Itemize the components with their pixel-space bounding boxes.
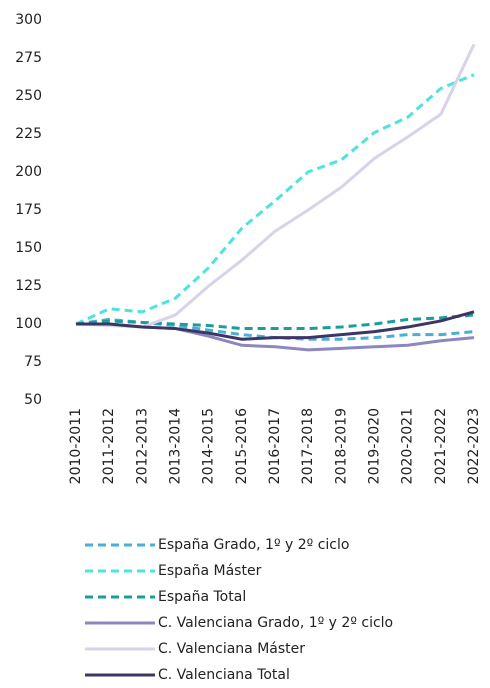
y-tick-label: 175 <box>15 202 42 218</box>
x-tick-label: 2012-2013 <box>134 408 150 484</box>
x-tick-label: 2020-2021 <box>400 408 416 484</box>
x-tick-label: 2021-2022 <box>433 408 449 484</box>
x-tick-label: 2018-2019 <box>333 408 349 484</box>
legend-label: España Grado, 1º y 2º ciclo <box>158 537 349 553</box>
legend-label: España Máster <box>158 563 262 579</box>
series-line <box>75 43 476 329</box>
y-tick-label: 250 <box>15 88 42 104</box>
series-line <box>75 73 475 326</box>
y-tick-label: 125 <box>15 278 42 294</box>
y-tick-label: 100 <box>15 316 42 332</box>
legend-label: España Total <box>158 589 246 605</box>
y-tick-label: 150 <box>15 240 42 256</box>
x-tick-label: 2010-2011 <box>68 408 84 484</box>
x-tick-label: 2015-2016 <box>234 408 250 484</box>
legend-label: C. Valenciana Grado, 1º y 2º ciclo <box>158 615 393 631</box>
x-tick-label: 2022-2023 <box>466 408 482 484</box>
x-tick-label: 2011-2012 <box>101 408 117 484</box>
x-tick-label: 2019-2020 <box>367 408 383 484</box>
y-tick-label: 275 <box>15 50 42 66</box>
x-tick-label: 2013-2014 <box>168 408 184 484</box>
x-tick-label: 2014-2015 <box>201 408 217 484</box>
legend-label: C. Valenciana Máster <box>158 641 305 657</box>
x-tick-label: 2016-2017 <box>267 408 283 484</box>
y-tick-label: 75 <box>24 354 42 370</box>
y-tick-label: 225 <box>15 126 42 142</box>
legend-label: C. Valenciana Total <box>158 667 290 683</box>
x-tick-label: 2017-2018 <box>300 408 316 484</box>
series-line <box>76 310 475 341</box>
y-tick-label: 300 <box>15 12 42 28</box>
series-line <box>75 313 475 331</box>
y-tick-label: 200 <box>15 164 42 180</box>
y-tick-label: 50 <box>24 392 42 408</box>
